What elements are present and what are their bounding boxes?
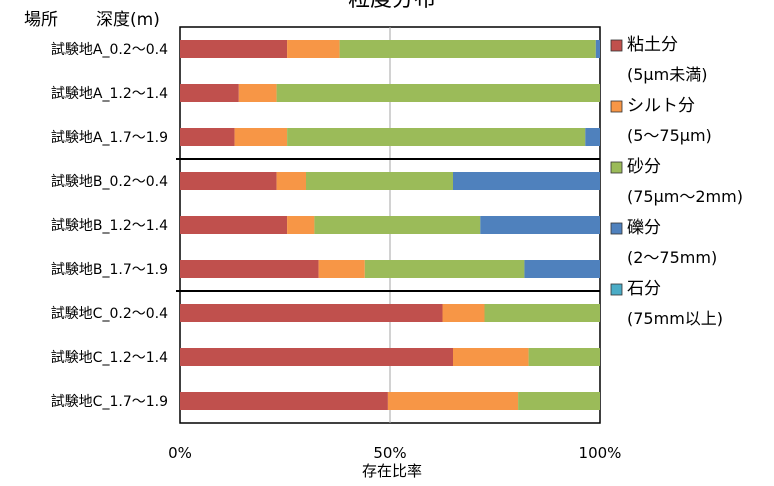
bar-segment-5-4 xyxy=(480,216,600,234)
category-label-9: 試験地C_1.7〜1.9 xyxy=(51,394,168,410)
bar-segment-3-3 xyxy=(287,128,586,146)
bar-segment-4-4 xyxy=(453,172,600,190)
plot-area xyxy=(176,26,601,424)
category-labels: 試験地A_0.2〜0.4 試験地A_1.2〜1.4 試験地A_1.7〜1.9 試験地B… xyxy=(51,42,168,410)
bar-segment-1-2 xyxy=(287,40,340,58)
x-tick-label-1: 0% xyxy=(168,444,192,462)
bar-segment-1-3 xyxy=(339,40,596,58)
chart-title: 粒度分布 xyxy=(348,0,436,12)
category-label-4: 試験地B_0.2〜0.4 xyxy=(51,174,168,190)
bar-segment-9-2 xyxy=(387,392,519,410)
bar-segment-3-2 xyxy=(234,128,288,146)
bar-segment-8-1 xyxy=(180,348,453,366)
bar-segment-5-1 xyxy=(180,216,288,234)
legend: 粘土分 (5μm未満) シルト分 (5〜75μm) 砂分 (75μm〜2mm) 礫分 (2〜7… xyxy=(610,35,743,328)
bar-segment-9-3 xyxy=(518,392,600,410)
category-label-1: 試験地A_0.2〜0.4 xyxy=(51,42,168,58)
legend-sublabel-4: (2〜75mm) xyxy=(627,248,717,267)
legend-label-4: 礫分 xyxy=(627,218,661,238)
bar-segment-4-1 xyxy=(180,172,277,190)
bar-segment-4-3 xyxy=(306,172,453,190)
legend-swatch-2 xyxy=(610,100,623,113)
legend-label-2: シルト分 xyxy=(627,96,695,116)
bar-segment-1-4 xyxy=(595,40,600,58)
category-label-2: 試験地A_1.2〜1.4 xyxy=(51,86,168,102)
category-label-5: 試験地B_1.2〜1.4 xyxy=(51,218,168,234)
category-label-7: 試験地C_0.2〜0.4 xyxy=(51,306,168,322)
bar-segment-4-2 xyxy=(276,172,306,190)
bar-segment-8-2 xyxy=(453,348,529,366)
legend-sublabel-1: (5μm未満) xyxy=(627,65,707,84)
bar-segment-2-1 xyxy=(180,84,239,102)
legend-sublabel-5: (75mm以上) xyxy=(627,309,723,328)
bar-segment-7-2 xyxy=(442,304,485,322)
category-label-3: 試験地A_1.7〜1.9 xyxy=(51,130,168,146)
legend-swatch-1 xyxy=(610,39,623,52)
bar-segment-6-1 xyxy=(180,260,319,278)
category-label-8: 試験地C_1.2〜1.4 xyxy=(51,350,168,366)
category-label-6: 試験地B_1.7〜1.9 xyxy=(51,262,168,278)
legend-swatch-4 xyxy=(610,222,623,235)
legend-label-3: 砂分 xyxy=(627,157,661,177)
category-header-depth: 深度(m) xyxy=(96,10,160,30)
x-axis-label: 存在比率 xyxy=(362,462,422,480)
bar-segment-6-2 xyxy=(318,260,365,278)
bar-segment-8-3 xyxy=(528,348,600,366)
bar-segment-5-2 xyxy=(287,216,315,234)
bar-segment-7-3 xyxy=(484,304,600,322)
bar-segment-2-3 xyxy=(276,84,600,102)
bar-segment-2-2 xyxy=(238,84,277,102)
bar-segment-6-3 xyxy=(364,260,525,278)
bar-segment-3-1 xyxy=(180,128,235,146)
legend-label-1: 粘土分 xyxy=(627,35,678,55)
x-tick-label-3: 100% xyxy=(579,444,622,462)
legend-sublabel-2: (5〜75μm) xyxy=(627,126,712,145)
bar-segment-3-4 xyxy=(585,128,600,146)
bar-segment-7-1 xyxy=(180,304,443,322)
category-header-location: 場所 xyxy=(24,10,58,30)
legend-label-5: 石分 xyxy=(627,279,661,299)
legend-sublabel-3: (75μm〜2mm) xyxy=(627,187,743,206)
bar-segment-9-1 xyxy=(180,392,388,410)
legend-swatch-5 xyxy=(610,283,623,296)
bar-segment-6-4 xyxy=(524,260,600,278)
x-axis-ticks: 0% 50% 100% xyxy=(168,444,621,462)
x-tick-label-2: 50% xyxy=(373,444,406,462)
legend-swatch-3 xyxy=(610,161,623,174)
bar-segment-1-1 xyxy=(180,40,288,58)
bar-segment-5-3 xyxy=(314,216,481,234)
